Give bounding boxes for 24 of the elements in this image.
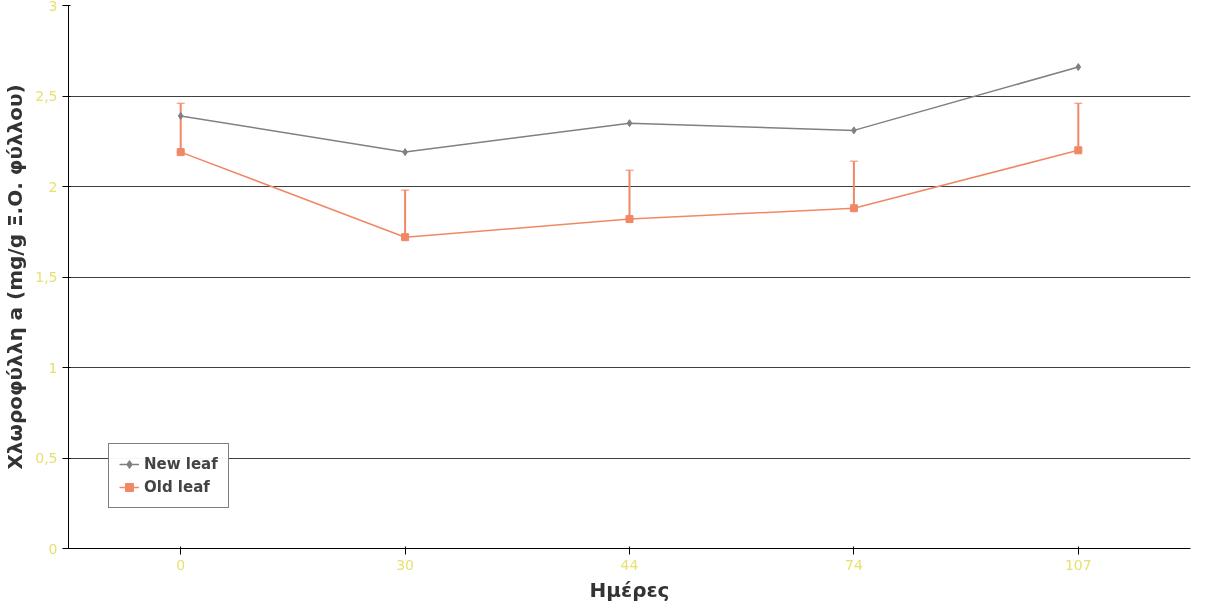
x-tick-label: 0: [176, 556, 186, 573]
y-tick-label: 0,5: [35, 450, 58, 466]
y-tick-label: 1: [48, 359, 58, 376]
x-axis-title: Ημέρες: [589, 577, 670, 602]
legend-label: New leaf: [144, 455, 218, 473]
y-axis-title: Χλωροφύλλη a (mg/g Ξ.Ο. φύλλου): [3, 84, 28, 470]
x-tick-label: 107: [1064, 556, 1092, 573]
point: [401, 233, 410, 242]
point: [1074, 146, 1083, 155]
point: [626, 119, 633, 128]
x-tick-label: 74: [844, 556, 863, 573]
y-tick-label: 2: [48, 178, 58, 195]
point: [625, 215, 634, 224]
y-tick-label: 2,5: [35, 88, 58, 104]
y-tick-label: 0: [48, 540, 58, 557]
legend-label: Old leaf: [144, 478, 210, 496]
point: [177, 111, 184, 120]
y-tick-label: 3: [48, 0, 58, 14]
x-tick-label: 30: [396, 556, 415, 573]
y-tick-label: 1,5: [35, 269, 58, 285]
x-tick-label: 44: [620, 556, 639, 573]
point: [849, 204, 858, 213]
point: [1075, 63, 1082, 72]
point: [176, 148, 185, 157]
